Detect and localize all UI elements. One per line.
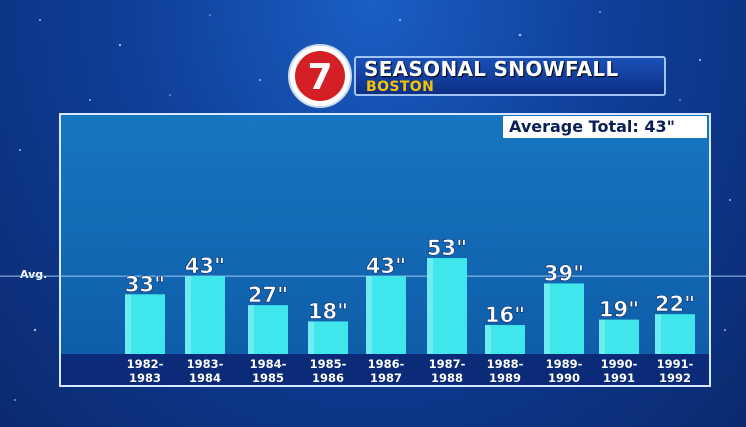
x-tick-label: 1991: [603, 371, 635, 385]
bar-1: [185, 276, 225, 354]
bar-7: [544, 283, 584, 354]
x-tick-label: 1988: [431, 371, 463, 385]
bar-value-label: 16": [485, 303, 525, 327]
x-tick-label: 1990: [548, 371, 580, 385]
chart-title: SEASONAL SNOWFALL: [364, 57, 619, 81]
bar-4: [366, 276, 406, 354]
bar-highlight: [185, 276, 191, 354]
bar-highlight: [655, 314, 661, 354]
x-tick-label: 1985-: [310, 357, 347, 371]
average-badge: [503, 116, 707, 138]
title-banner: [354, 56, 666, 96]
x-tick-label: 1983-: [187, 357, 224, 371]
x-tick-label: 1992: [659, 371, 691, 385]
average-total-text: Average Total: 43": [509, 117, 675, 136]
average-line-label: Avg.: [20, 268, 48, 281]
bar-highlight: [366, 276, 372, 354]
bar-3: [308, 321, 348, 354]
bar-highlight: [248, 305, 254, 354]
bar-value-label: 22": [655, 292, 695, 316]
x-tick-label: 1984-: [250, 357, 287, 371]
x-tick-label: 1986-: [368, 357, 405, 371]
bar-8: [599, 319, 639, 354]
bar-2: [248, 305, 288, 354]
category-strip: [61, 354, 709, 385]
bar-value-label: 39": [544, 261, 584, 285]
bar-value-label: 43": [185, 254, 225, 278]
x-tick-label: 1991-: [657, 357, 694, 371]
chart-subtitle: BOSTON: [366, 79, 435, 95]
bar-value-label: 43": [366, 254, 406, 278]
bar-0: [125, 294, 165, 354]
x-tick-label: 1989-: [546, 357, 583, 371]
x-tick-label: 1984: [189, 371, 221, 385]
bar-highlight: [485, 325, 491, 354]
bar-5: [427, 258, 467, 354]
bar-highlight: [125, 294, 131, 354]
x-tick-label: 1986: [312, 371, 344, 385]
bar-highlight: [308, 321, 314, 354]
bar-value-label: 53": [427, 236, 467, 260]
bar-value-label: 18": [308, 299, 348, 323]
x-tick-label: 1987-: [429, 357, 466, 371]
bar-highlight: [599, 319, 605, 354]
logo-text: 7: [307, 57, 332, 98]
x-tick-label: 1985: [252, 371, 284, 385]
bar-highlight: [544, 283, 550, 354]
bar-6: [485, 325, 525, 354]
bar-9: [655, 314, 695, 354]
bar-value-label: 27": [248, 283, 288, 307]
bar-value-label: 33": [125, 272, 165, 296]
x-tick-label: 1982-: [127, 357, 164, 371]
bar-value-label: 19": [599, 298, 639, 322]
x-tick-label: 1989: [489, 371, 521, 385]
x-tick-label: 1987: [370, 371, 402, 385]
x-tick-label: 1983: [129, 371, 161, 385]
bar-highlight: [427, 258, 433, 354]
x-tick-label: 1990-: [601, 357, 638, 371]
channel-7-logo: 7: [288, 44, 352, 108]
x-tick-label: 1988-: [487, 357, 524, 371]
